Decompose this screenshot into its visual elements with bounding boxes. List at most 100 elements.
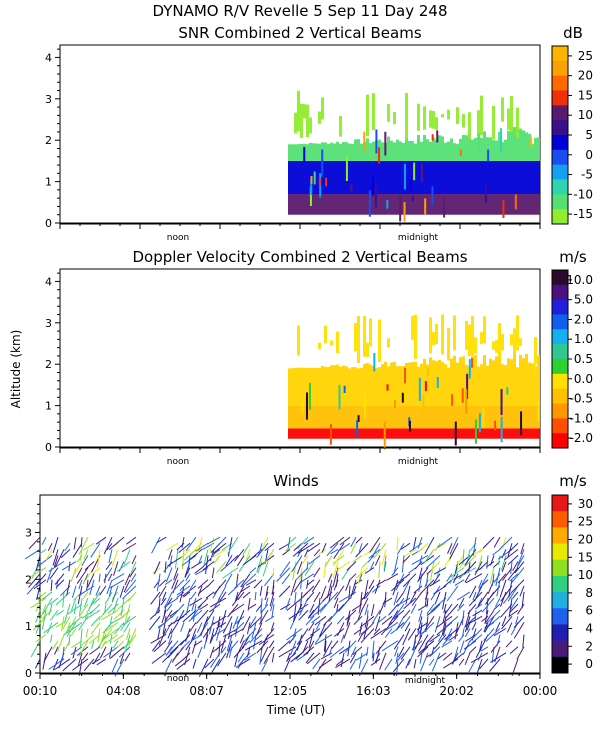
wind-barb [293,604,297,620]
wind-barb [508,542,519,553]
doppler-colorbar-swatch [552,299,568,315]
wind-barb [352,646,363,655]
wind-barb [237,610,245,625]
wind-barb [409,591,417,604]
wind-barb [332,603,345,617]
wind-barb [493,536,501,548]
snr-streak [303,147,306,164]
wind-barb [456,591,471,601]
winds-x-tick-label: 16:03 [356,684,391,698]
doppler-y-tick-label: 0 [45,441,52,454]
wind-barb [260,646,269,663]
wind-barb [466,549,471,566]
wind-barb [45,549,53,561]
wind-barb [52,537,59,554]
snr-cell [480,137,483,161]
wind-barb [468,561,471,573]
wind-barb [437,536,453,548]
doppler-cell [342,428,345,439]
wind-barb [314,634,333,645]
doppler-cell [447,367,450,406]
doppler-cell [510,405,513,429]
wind-barb [429,634,441,643]
doppler-cell [387,338,390,348]
wind-barb [400,616,411,629]
winds-colorbar-label: 30 [578,497,593,511]
snr-streak [399,195,402,222]
wind-barb [102,622,119,634]
snr-streak [413,162,416,181]
wind-barb [444,603,459,619]
snr-colorbar-label: 10 [578,108,593,122]
wind-barb [123,622,131,633]
doppler-cell [513,428,516,439]
wind-barb [374,579,381,594]
wind-barb [334,561,351,573]
doppler-cell [414,314,417,359]
wind-barb [329,536,345,549]
wind-barb [270,622,275,631]
wind-barb [390,615,399,625]
doppler-colorbar-label: 0.5 [574,352,593,366]
doppler-cell [537,355,540,406]
snr-streak [487,149,490,162]
wind-barb [120,597,125,617]
snr-streak [436,130,439,143]
doppler-cell [516,315,519,351]
doppler-cell [291,405,294,429]
snr-cell [387,104,390,122]
wind-barb [192,604,197,622]
wind-barb [485,609,495,623]
wind-barb [429,561,435,581]
wind-barb [481,597,495,613]
wind-barb [256,555,263,573]
wind-barb [264,591,269,601]
wind-barb [323,634,327,652]
wind-barb [259,609,269,625]
snr-cell [366,94,369,137]
doppler-cell [486,365,489,406]
winds-colorbar-swatch [552,656,568,674]
wind-barb [244,640,263,651]
doppler-cell [465,320,468,350]
wind-barb [164,658,173,674]
doppler-cell [300,428,303,439]
wind-barb [366,610,369,619]
doppler-data-layer [288,314,540,450]
wind-barb [253,634,263,642]
doppler-cell [507,358,510,406]
wind-barb [430,561,441,571]
wind-barb [286,628,303,641]
wind-barb [396,573,411,585]
wind-barb [350,646,357,658]
snr-cell [315,194,318,215]
wind-barb [515,616,519,625]
wind-barb [78,579,83,590]
wind-barb [213,555,221,564]
wind-barb [125,628,131,640]
snr-cell [534,138,537,161]
snr-cell [444,142,447,161]
wind-barb [484,615,501,630]
wind-barb [353,615,363,625]
snr-cell [411,194,414,215]
snr-cell [531,194,534,215]
snr-cell [351,194,354,215]
wind-barb [509,609,519,617]
wind-barb [412,634,417,651]
wind-barb [87,597,95,612]
wind-barb [49,567,59,580]
snr-cell [522,130,525,161]
wind-barb [96,549,101,569]
wind-barb [384,591,387,608]
wind-barb [227,536,239,554]
snr-cell [393,194,396,215]
wind-barb [116,640,125,649]
doppler-cell [462,405,465,429]
wind-barb [271,652,275,663]
snr-cell [324,194,327,215]
wind-barb [338,597,351,612]
wind-barb [95,536,107,545]
wind-barb [512,561,519,571]
